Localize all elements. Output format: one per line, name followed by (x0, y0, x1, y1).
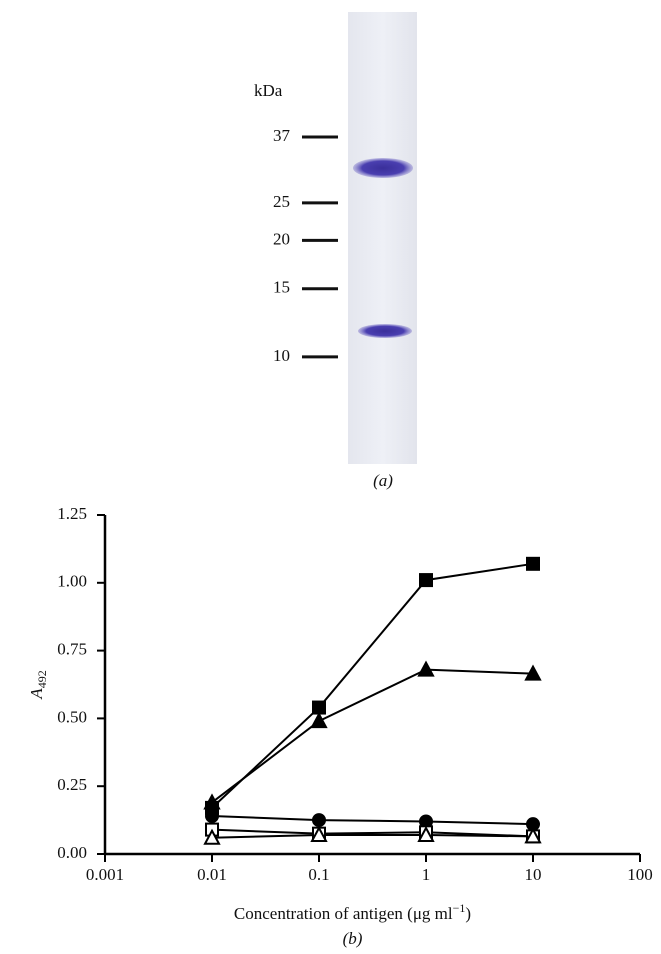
y-axis-label: A492 (27, 670, 49, 699)
y-tick-label: 1.25 (57, 504, 87, 523)
point (526, 556, 540, 571)
series-line (211, 834, 534, 839)
point (312, 813, 326, 828)
series-line (211, 828, 534, 838)
series-line (211, 815, 534, 826)
y-tick-label: 0.25 (57, 775, 87, 794)
point (203, 793, 221, 810)
gel-unit-label: kDa (254, 81, 283, 100)
point (312, 700, 326, 715)
x-axis-label: Concentration of antigen (μg ml−1) (234, 901, 471, 923)
gel-lane (348, 12, 417, 464)
marker-label: 20 (273, 229, 290, 248)
gel: kDa (a) (254, 12, 417, 490)
point (203, 828, 221, 845)
x-tick-label: 0.001 (86, 865, 124, 884)
chart-caption: (b) (343, 929, 363, 948)
point (524, 827, 542, 844)
point (310, 712, 328, 729)
x-tick-label: 10 (525, 865, 542, 884)
y-tick-label: 1.00 (57, 572, 87, 591)
gel-band (353, 158, 413, 178)
point (524, 664, 542, 681)
x-tick-label: 0.1 (308, 865, 329, 884)
marker-label: 37 (273, 126, 291, 145)
point (205, 809, 219, 824)
gel-caption: (a) (373, 471, 393, 490)
x-tick-label: 0.01 (197, 865, 227, 884)
y-tick-label: 0.75 (57, 640, 87, 659)
series-line (211, 668, 534, 804)
point (419, 573, 433, 588)
series-line (211, 562, 534, 809)
marker-label: 25 (273, 192, 290, 211)
x-tick-label: 100 (627, 865, 653, 884)
x-tick-label: 1 (422, 865, 431, 884)
point (310, 825, 328, 843)
point (417, 660, 435, 677)
y-tick-label: 0.50 (57, 707, 87, 726)
y-tick-label: 0.00 (57, 843, 87, 862)
marker-label: 10 (273, 346, 290, 365)
marker-label: 15 (273, 278, 290, 297)
gel-band (358, 324, 412, 338)
point (417, 825, 435, 843)
